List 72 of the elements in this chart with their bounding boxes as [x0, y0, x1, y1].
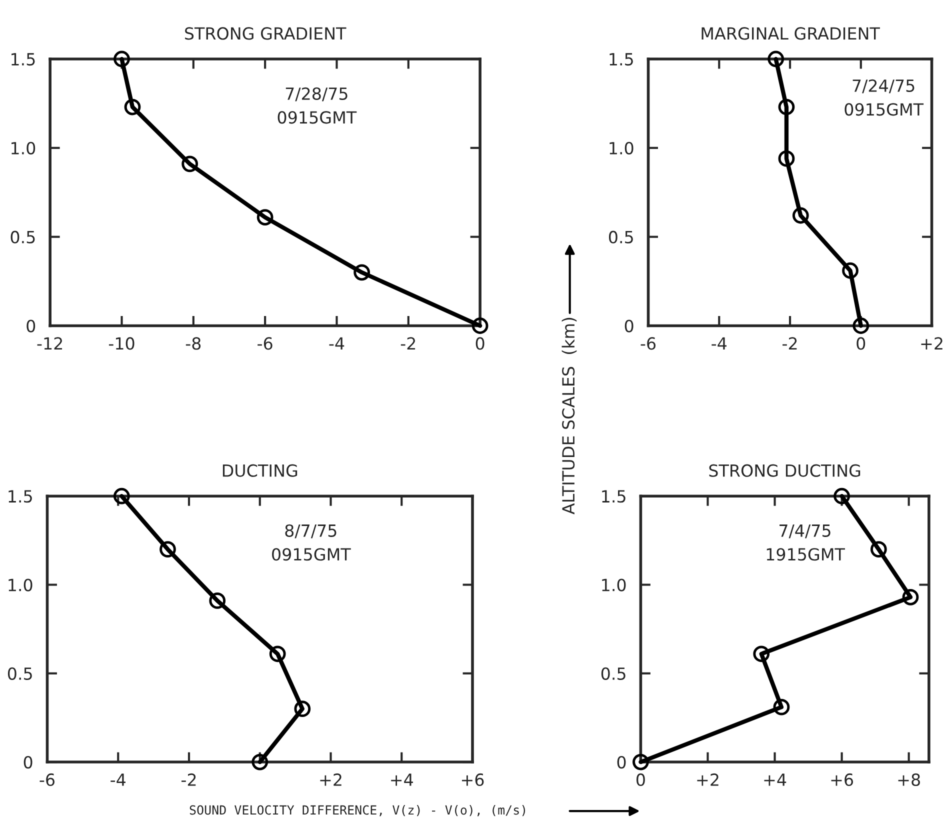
x-tick-label: -2	[182, 773, 196, 786]
point	[773, 698, 790, 716]
x-tick-label: -4	[712, 337, 727, 350]
y-tick-label: 1.5	[12, 53, 35, 66]
point	[252, 754, 268, 770]
point	[182, 156, 198, 172]
point	[834, 488, 850, 504]
x-tick-label: -4	[110, 774, 126, 786]
chart-title: MARGINAL GRADIENT	[702, 27, 880, 40]
point	[269, 646, 286, 662]
y-tick-label: 0.5	[601, 667, 626, 680]
x-tick-label: +2	[697, 773, 718, 786]
y-tick-label: 0	[24, 756, 32, 769]
y-tick-label: 0	[624, 320, 634, 332]
x-tick-label: +2	[320, 773, 342, 786]
point	[870, 541, 887, 558]
annotation: 7/4/75 1915GMT	[766, 524, 845, 561]
point	[778, 150, 795, 167]
x-tick-label: -2	[400, 337, 416, 350]
x-tick-label: -10	[108, 337, 134, 350]
point	[113, 488, 130, 504]
x-tick-label: -6	[640, 337, 656, 350]
point	[778, 98, 795, 116]
x-tick-label: -12	[37, 337, 62, 350]
x-tick-label: +8	[898, 773, 920, 786]
point	[852, 318, 870, 334]
point	[256, 209, 274, 226]
x-tick-label: 0	[636, 773, 645, 786]
y-tick-label: 1.0	[610, 142, 634, 154]
x-tick-label: -6	[258, 337, 272, 350]
point	[768, 50, 784, 68]
y-tick-label: 1.0	[8, 578, 32, 592]
point	[354, 264, 370, 281]
y-tick-label: 1.0	[12, 142, 36, 154]
x-tick-label: -4	[329, 337, 344, 350]
x-tick-label: 0	[856, 337, 866, 350]
y-tick-label: 0	[617, 756, 626, 769]
x-tick-label: +4	[391, 774, 413, 786]
x-tick-label: +4	[764, 774, 786, 786]
point	[842, 262, 858, 279]
chart-title: STRONG DUCTING	[709, 464, 860, 477]
y-axis-title: ALTITUDE SCALES (km)	[562, 318, 577, 514]
x-axis-title: SOUND VELOCITY DIFFERENCE, V(z) - V(o), (m/s)	[190, 805, 526, 816]
x-tick-label: -6	[40, 773, 55, 786]
annotation: 7/24/75 0915GMT	[844, 79, 924, 116]
point	[114, 50, 130, 68]
annotation: 8/7/75 0915GMT	[272, 524, 351, 561]
point	[160, 541, 176, 558]
y-tick-label: 0.5	[10, 230, 35, 244]
chart-title: STRONG GRADIENT	[185, 27, 346, 40]
annotation: 7/28/75 0915GMT	[278, 87, 357, 124]
point	[753, 646, 770, 662]
x-tick-label: +6	[831, 773, 854, 786]
chart-title: DUCTING	[222, 464, 298, 477]
y-tick-label: 0.5	[8, 667, 32, 680]
y-tick-label: 0	[26, 320, 36, 332]
point	[294, 700, 311, 718]
x-tick-label: +2	[921, 337, 942, 350]
x-tick-label: -8	[186, 337, 201, 350]
point	[124, 98, 141, 116]
y-tick-label: 1.5	[610, 53, 633, 66]
x-tick-label: +6	[462, 773, 484, 786]
y-tick-label: 1.5	[8, 490, 32, 503]
x-tick-label: -2	[782, 337, 797, 350]
x-tick-label: 0	[476, 337, 484, 350]
point	[792, 207, 809, 224]
point	[902, 588, 919, 606]
y-tick-label: 1.5	[602, 490, 626, 503]
y-tick-label: 1.0	[602, 578, 626, 592]
point	[209, 592, 226, 609]
y-tick-label: 0.5	[608, 230, 633, 244]
point	[472, 318, 488, 334]
